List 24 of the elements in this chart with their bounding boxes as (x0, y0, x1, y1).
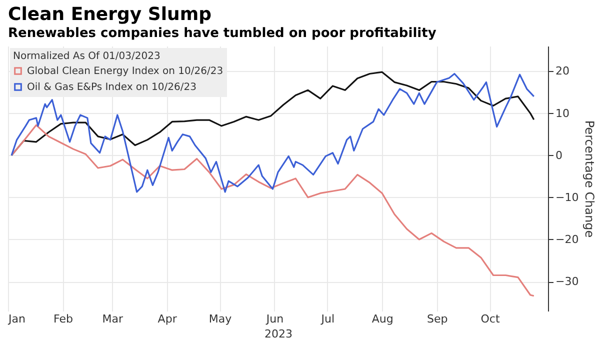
legend-label: Oil & Gas E&Ps Index on 10/26/23 (27, 82, 196, 93)
x-tick-label: Jun (265, 312, 284, 326)
x-tick-label: Oct (480, 312, 500, 326)
y-tick-label: −30 (556, 275, 579, 288)
x-tick-label: Feb (53, 312, 73, 326)
x-axis-title: 2023 (264, 328, 292, 340)
x-tick-label: Jan (8, 312, 26, 326)
y-tick-label: −20 (556, 232, 579, 246)
line-series (10, 124, 535, 297)
x-tick-label: Aug (372, 312, 394, 326)
chart-title: Clean Energy Slump (8, 4, 212, 25)
x-tick-label: Jul (320, 312, 335, 326)
legend-title: Normalized As Of 01/03/2023 (13, 51, 160, 62)
y-tick-label: 0 (556, 148, 562, 162)
x-tick-label: Mar (102, 312, 124, 326)
legend-label: Global Clean Energy Index on 10/26/23 (27, 66, 224, 77)
y-tick-label: −10 (556, 190, 579, 204)
y-tick-label: 20 (556, 64, 570, 78)
x-tick-label: Sep (426, 312, 448, 326)
y-axis-title: Percentage Change (582, 120, 597, 238)
y-tick-label: 10 (556, 106, 570, 120)
chart-subtitle: Renewables companies have tumbled on poor profitability (8, 26, 437, 41)
x-tick-label: May (208, 312, 232, 326)
x-tick-label: Apr (158, 312, 178, 326)
